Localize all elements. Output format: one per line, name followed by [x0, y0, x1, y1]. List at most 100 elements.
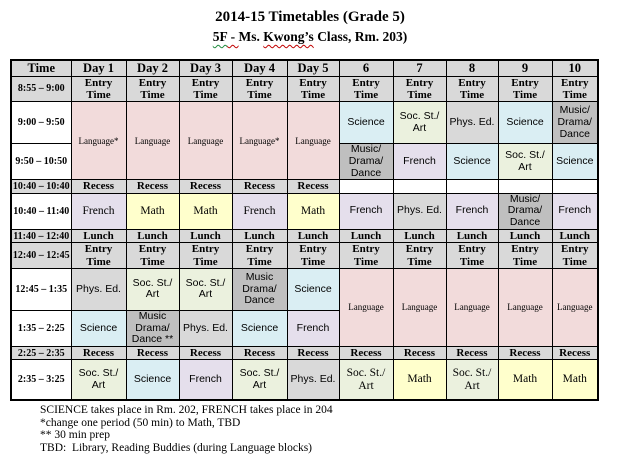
cell-recess: Recess [178, 346, 233, 361]
cell-empty [445, 179, 499, 194]
cell-phys-ed: Phys. Ed. [70, 267, 127, 311]
time-cell: 2:35 – 3:25 [10, 359, 72, 401]
column-header-time: Time [10, 59, 72, 77]
time-cell: 10:40 – 10:40 [10, 179, 72, 194]
column-header-10: 10 [551, 59, 599, 77]
cell-entry: Entry Time [286, 75, 340, 103]
cell-lunch: Lunch [338, 228, 394, 244]
cell-math: Math [286, 192, 340, 230]
cell-language: Language [551, 267, 599, 348]
column-header-7: 7 [392, 59, 447, 77]
cell-science: Science [70, 309, 127, 348]
cell-science: Science [338, 101, 394, 145]
cell-recess: Recess [286, 346, 340, 361]
cell-entry: Entry Time [551, 242, 599, 269]
cell-language: Language [497, 267, 553, 348]
cell-math: Math [392, 359, 447, 401]
cell-french: French [178, 359, 233, 401]
time-cell: 2:25 – 2:35 [10, 346, 72, 361]
cell-math: Math [551, 359, 599, 401]
cell-language: Language* [231, 101, 288, 181]
cell-recess: Recess [445, 346, 499, 361]
cell-music: Music Drama/ Dance [231, 267, 288, 311]
cell-math: Math [125, 192, 180, 230]
cell-phys-ed: Phys. Ed. [178, 309, 233, 348]
time-cell: 1:35 – 2:25 [10, 309, 72, 348]
cell-lunch: Lunch [125, 228, 180, 244]
cell-soc-st: Soc. St./ Art [231, 359, 288, 401]
cell-entry: Entry Time [445, 242, 499, 269]
timetable: Time Day 1 Day 2 Day 3 Day 4 Day 5 6 7 8 9 10 8:55 … [10, 59, 599, 401]
cell-math: Math [497, 359, 553, 401]
subtitle-part: Kwong’s [263, 29, 314, 44]
document-title: 2014-15 Timetables (Grade 5) [215, 9, 405, 25]
cell-entry: Entry Time [231, 75, 288, 103]
column-header-9: 9 [497, 59, 553, 77]
column-header-day-4: Day 4 [231, 59, 288, 77]
time-cell: 8:55 – 9:00 [10, 75, 72, 103]
cell-recess: Recess [125, 179, 180, 194]
cell-recess: Recess [70, 179, 127, 194]
time-cell: 12:45 – 1:35 [10, 267, 72, 311]
cell-entry: Entry Time [338, 75, 394, 103]
cell-empty [497, 179, 553, 194]
cell-language: Language [125, 101, 180, 181]
cell-lunch: Lunch [178, 228, 233, 244]
cell-lunch: Lunch [551, 228, 599, 244]
cell-entry: Entry Time [231, 242, 288, 269]
cell-entry: Entry Time [392, 242, 447, 269]
cell-entry: Entry Time [70, 75, 127, 103]
cell-recess: Recess [551, 346, 599, 361]
subtitle-part: Class, Rm. 203) [313, 29, 408, 44]
cell-recess: Recess [497, 346, 553, 361]
cell-entry: Entry Time [497, 75, 553, 103]
cell-soc-st: Soc. St./ Art [497, 143, 553, 181]
cell-french: French [286, 309, 340, 348]
footnotes: SCIENCE takes place in Rm. 202, FRENCH t… [40, 403, 620, 455]
cell-entry: Entry Time [178, 75, 233, 103]
cell-lunch: Lunch [445, 228, 499, 244]
column-header-8: 8 [445, 59, 499, 77]
cell-entry: Entry Time [445, 75, 499, 103]
column-header-day-2: Day 2 [125, 59, 180, 77]
cell-language: Language [392, 267, 447, 348]
column-header-day-1: Day 1 [70, 59, 127, 77]
cell-science: Science [551, 143, 599, 181]
cell-music: Music/ Drama/ Dance [338, 143, 394, 181]
cell-entry: Entry Time [497, 242, 553, 269]
cell-language: Language* [70, 101, 127, 181]
cell-math: Math [178, 192, 233, 230]
cell-french: French [70, 192, 127, 230]
cell-french: French [445, 192, 499, 230]
cell-empty [392, 179, 447, 194]
cell-music: Music/ Drama/ Dance [551, 101, 599, 145]
subtitle-part: Ms. [238, 29, 264, 44]
cell-language: Language [178, 101, 233, 181]
cell-soc-st: Soc. St./ Art [338, 359, 394, 401]
document-subtitle: 5F - Ms. Kwong’s Class, Rm. 203) [0, 29, 620, 45]
cell-empty [551, 179, 599, 194]
cell-empty [338, 179, 394, 194]
subtitle-part: - [227, 29, 239, 44]
footnote-line: TBD: Library, Reading Buddies (during La… [40, 442, 312, 455]
cell-phys-ed: Phys. Ed. [392, 192, 447, 230]
time-cell: 9:50 – 10:50 [10, 143, 72, 181]
cell-entry: Entry Time [551, 75, 599, 103]
cell-recess: Recess [338, 346, 394, 361]
cell-entry: Entry Time [70, 242, 127, 269]
column-header-6: 6 [338, 59, 394, 77]
cell-lunch: Lunch [392, 228, 447, 244]
cell-music: Music/ Drama/ Dance [497, 192, 553, 230]
cell-recess: Recess [125, 346, 180, 361]
cell-entry: Entry Time [125, 242, 180, 269]
cell-soc-st: Soc. St./ Art [445, 359, 499, 401]
cell-language: Language [338, 267, 394, 348]
cell-soc-st: Soc. St./ Art [125, 267, 180, 311]
cell-entry: Entry Time [125, 75, 180, 103]
cell-entry: Entry Time [392, 75, 447, 103]
footnote-line: SCIENCE takes place in Rm. 202, FRENCH t… [40, 403, 333, 416]
cell-entry: Entry Time [178, 242, 233, 269]
column-header-day-3: Day 3 [178, 59, 233, 77]
cell-phys-ed: Phys. Ed. [286, 359, 340, 401]
cell-entry: Entry Time [338, 242, 394, 269]
